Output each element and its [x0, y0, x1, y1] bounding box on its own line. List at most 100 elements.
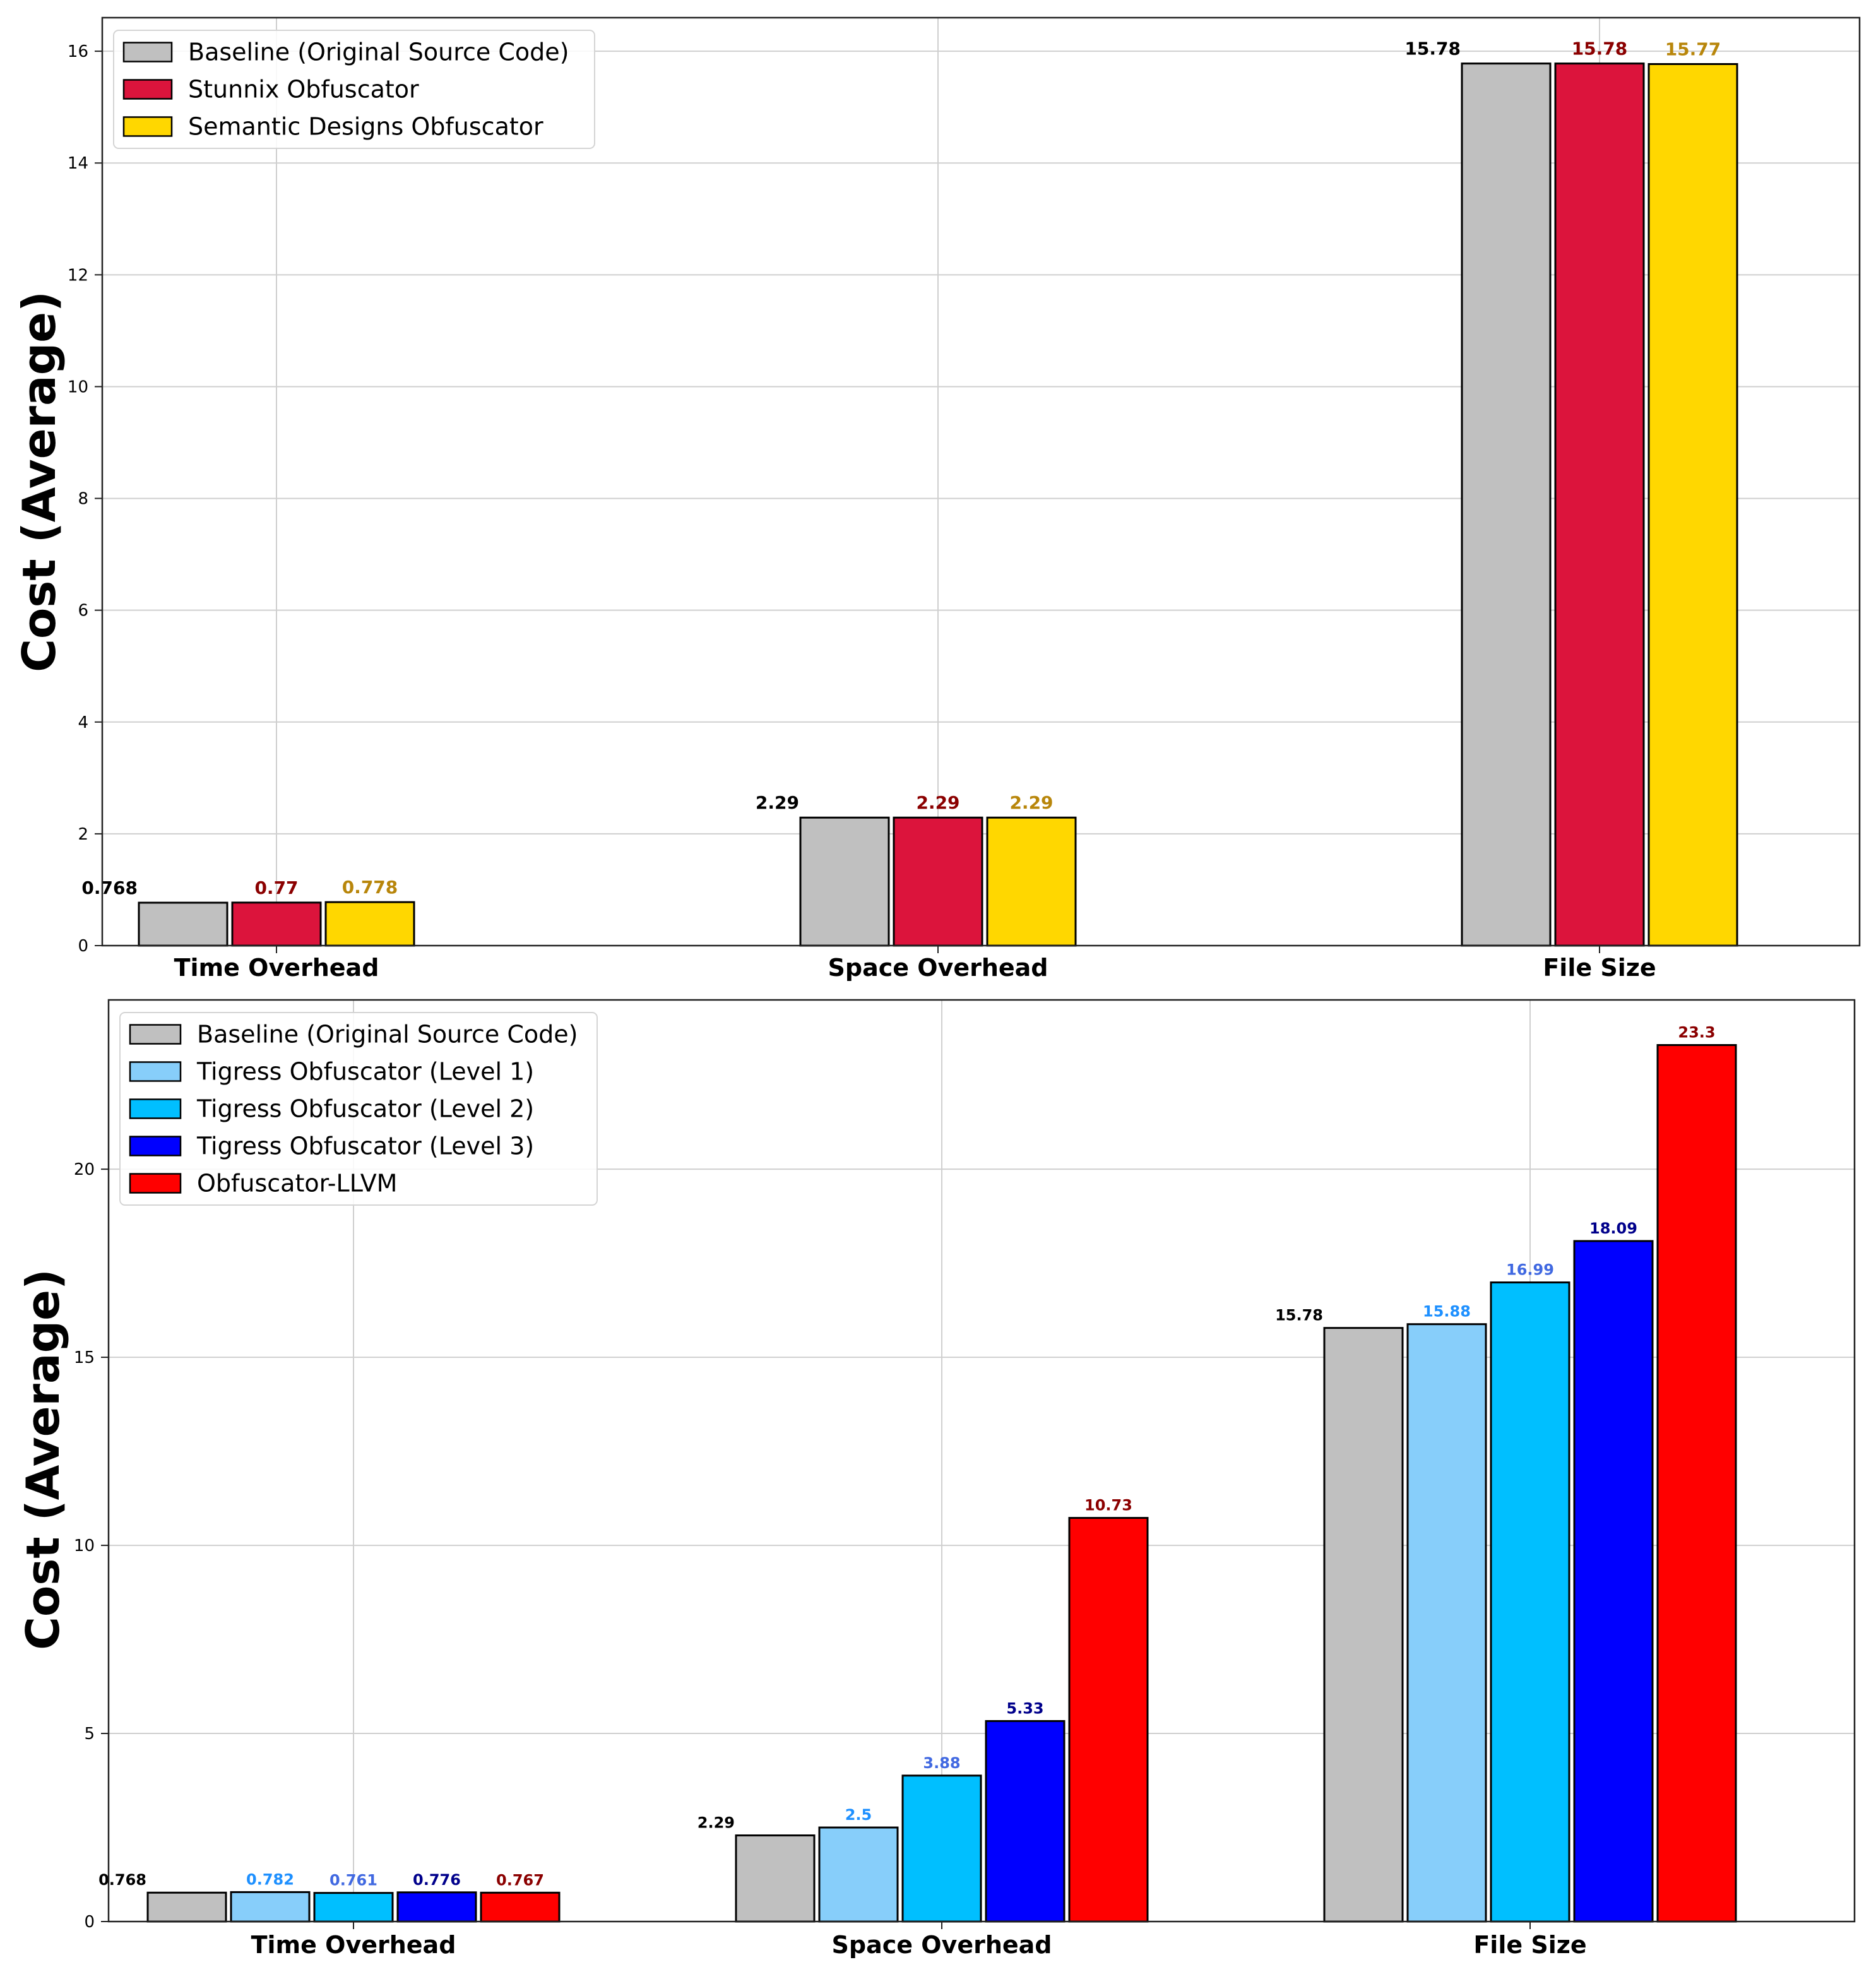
data-label: 10.73	[1084, 1497, 1132, 1514]
legend-label: Tigress Obfuscator (Level 2)	[196, 1095, 534, 1123]
data-label: 3.88	[923, 1754, 960, 1772]
y-tick-label: 6	[78, 602, 88, 621]
y-axis: 0 5 10 15 20	[74, 1160, 109, 1932]
bar	[986, 816, 1077, 947]
plot-frame	[107, 999, 1856, 1923]
data-label: 5.33	[1006, 1699, 1043, 1717]
bar	[324, 901, 415, 947]
legend-item: Tigress Obfuscator (Level 3)	[129, 1132, 534, 1160]
legend-item: Baseline (Original Source Code)	[129, 1021, 578, 1049]
bar	[396, 1891, 477, 1923]
data-label: 0.761	[329, 1872, 377, 1889]
x-tick-label: File Size	[1473, 1931, 1586, 1959]
x-tick-label: Time Overhead	[251, 1931, 456, 1959]
legend-swatch	[122, 42, 173, 62]
legend-box	[119, 1012, 598, 1206]
legend-item: Tigress Obfuscator (Level 2)	[129, 1095, 534, 1123]
series-2: 0.77 2.29 15.78	[231, 39, 1645, 947]
series-1: 0.768 2.29 15.78	[98, 1307, 1404, 1923]
data-label: 0.776	[413, 1871, 461, 1889]
data-label: 18.09	[1589, 1220, 1637, 1237]
data-label: 0.782	[246, 1870, 294, 1888]
data-label: 23.3	[1678, 1024, 1715, 1042]
plot-frame	[101, 16, 1861, 947]
series-1: 0.768 2.29 15.78	[81, 39, 1552, 947]
legend-label: Semantic Designs Obfuscator	[188, 113, 543, 141]
data-label: 2.29	[916, 792, 959, 813]
legend: Baseline (Original Source Code) Stunnix O…	[113, 30, 595, 149]
x-axis: Time Overhead Space Overhead File Size	[174, 946, 1656, 982]
bar	[1068, 1517, 1149, 1923]
data-label: 2.29	[1009, 792, 1053, 813]
y-tick-label: 10	[68, 377, 88, 396]
legend-label: Tigress Obfuscator (Level 3)	[196, 1132, 534, 1160]
data-label: 2.29	[698, 1814, 735, 1832]
y-tick-label: 2	[78, 825, 88, 844]
bar	[818, 1826, 899, 1923]
legend-swatch	[122, 79, 173, 100]
legend-swatch	[129, 1173, 182, 1194]
data-label: 15.78	[1572, 39, 1628, 59]
bar	[901, 1774, 982, 1923]
bar	[313, 1892, 394, 1923]
legend-label: Baseline (Original Source Code)	[197, 1021, 578, 1049]
y-axis-label: Cost (Average)	[16, 1269, 69, 1650]
bar	[138, 901, 229, 947]
bar	[1461, 62, 1552, 947]
legend-label: Baseline (Original Source Code)	[188, 39, 569, 66]
data-label: 0.767	[496, 1871, 544, 1889]
x-axis: Time Overhead Space Overhead File Size	[251, 1922, 1587, 1959]
legend-item: Baseline (Original Source Code)	[122, 39, 569, 66]
bar	[735, 1834, 816, 1923]
y-tick-label: 5	[84, 1725, 95, 1744]
series-3: 0.761 3.88 16.99	[313, 1261, 1570, 1923]
bar	[1647, 63, 1738, 947]
legend-swatch	[129, 1061, 182, 1082]
legend-item: Tigress Obfuscator (Level 1)	[129, 1058, 534, 1086]
x-tick-label: File Size	[1543, 954, 1656, 982]
chart-2: 0.768 2.29 15.78 0.782 2.5 15.88 0.761 3.88 16.9…	[16, 999, 1856, 1959]
data-label: 0.768	[98, 1871, 146, 1889]
data-label: 0.768	[81, 877, 138, 898]
bar	[1573, 1240, 1654, 1923]
x-tick-label: Space Overhead	[828, 954, 1048, 982]
x-tick-label: Space Overhead	[832, 1931, 1052, 1959]
legend-label: Tigress Obfuscator (Level 1)	[196, 1058, 534, 1086]
legend-item: Stunnix Obfuscator	[122, 76, 419, 104]
data-label: 0.778	[342, 877, 398, 898]
y-tick-label: 14	[68, 154, 88, 173]
legend-swatch	[129, 1136, 182, 1156]
series-2: 0.782 2.5 15.88	[230, 1303, 1487, 1923]
legend-item: Semantic Designs Obfuscator	[122, 113, 543, 141]
legend-label: Obfuscator-LLVM	[197, 1170, 397, 1197]
y-tick-label: 0	[84, 1913, 95, 1932]
chart-1: 0.768 2.29 15.78 0.77 2.29 15.78 0.778 2.29 15.7…	[13, 16, 1861, 982]
bar	[985, 1720, 1066, 1923]
data-label: 2.5	[845, 1806, 872, 1824]
y-tick-label: 12	[68, 266, 88, 285]
data-label: 15.78	[1404, 39, 1461, 59]
legend-swatch	[129, 1098, 182, 1119]
legend: Baseline (Original Source Code) Tigress O…	[119, 1012, 598, 1206]
data-label: 15.77	[1665, 39, 1721, 60]
data-label: 15.78	[1275, 1307, 1323, 1324]
y-tick-label: 8	[78, 490, 88, 509]
bar	[1656, 1044, 1737, 1923]
y-axis-label: Cost (Average)	[13, 291, 66, 672]
data-label: 15.88	[1423, 1303, 1471, 1321]
legend-item: Obfuscator-LLVM	[129, 1170, 397, 1197]
y-tick-label: 15	[74, 1348, 95, 1367]
legend-label: Stunnix Obfuscator	[188, 76, 419, 104]
legend-swatch	[129, 1024, 182, 1045]
y-axis: 0 2 4 6 8 10 12 14 16	[68, 42, 102, 956]
series-3: 0.778 2.29 15.77	[324, 39, 1738, 947]
bar	[146, 1891, 227, 1923]
bar	[230, 1891, 311, 1923]
data-label: 2.29	[756, 792, 799, 813]
data-label: 0.77	[254, 877, 298, 898]
bar	[480, 1891, 561, 1923]
bar	[799, 816, 890, 947]
y-tick-label: 4	[78, 713, 88, 732]
legend-swatch	[122, 116, 173, 137]
